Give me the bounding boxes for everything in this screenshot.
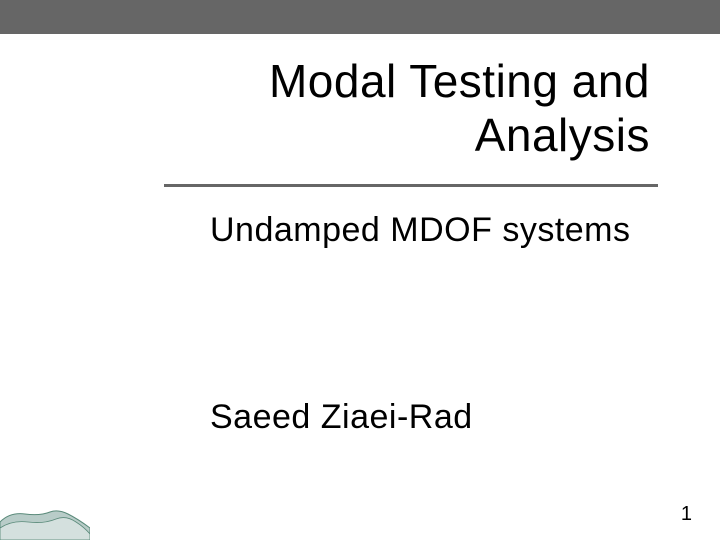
author: Saeed Ziaei-Rad bbox=[210, 398, 473, 437]
title-line-2: Analysis bbox=[269, 108, 650, 162]
title-line-1: Modal Testing and bbox=[269, 54, 650, 108]
title-underline bbox=[164, 184, 658, 187]
subtitle: Undamped MDOF systems bbox=[210, 210, 650, 251]
page-number: 1 bbox=[681, 503, 692, 526]
top-bar bbox=[0, 0, 720, 34]
corner-decoration-icon bbox=[0, 510, 90, 540]
title-block: Modal Testing and Analysis bbox=[269, 54, 650, 163]
